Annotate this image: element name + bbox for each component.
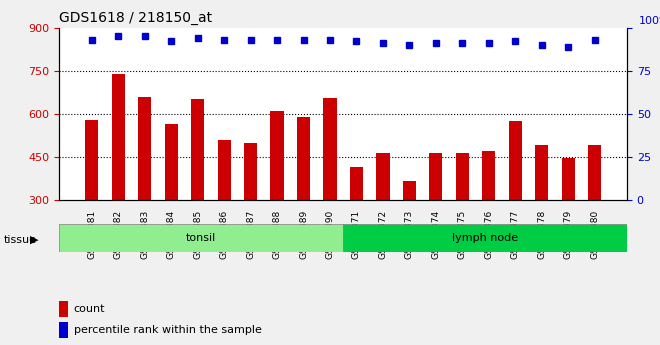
Text: 100%: 100% bbox=[638, 16, 660, 26]
Text: tonsil: tonsil bbox=[186, 233, 216, 243]
Bar bbox=[535, 146, 548, 286]
Text: ▶: ▶ bbox=[30, 235, 38, 245]
Text: tissue: tissue bbox=[3, 235, 36, 245]
Bar bbox=[403, 181, 416, 286]
Bar bbox=[244, 142, 257, 286]
Bar bbox=[323, 98, 337, 286]
Text: count: count bbox=[74, 304, 105, 314]
Bar bbox=[376, 152, 389, 286]
Text: lymph node: lymph node bbox=[452, 233, 518, 243]
Bar bbox=[509, 121, 522, 286]
Bar bbox=[85, 120, 98, 286]
Bar bbox=[297, 117, 310, 286]
Bar bbox=[218, 140, 231, 286]
Text: percentile rank within the sample: percentile rank within the sample bbox=[74, 325, 261, 335]
Bar bbox=[59, 301, 68, 317]
Bar bbox=[191, 99, 205, 286]
Bar bbox=[455, 152, 469, 286]
Bar bbox=[482, 151, 496, 286]
Bar bbox=[138, 97, 151, 286]
FancyBboxPatch shape bbox=[343, 224, 627, 252]
Bar bbox=[164, 124, 178, 286]
Bar bbox=[562, 158, 575, 286]
Bar bbox=[271, 111, 284, 286]
FancyBboxPatch shape bbox=[59, 224, 343, 252]
Bar bbox=[350, 167, 363, 286]
Bar bbox=[429, 152, 442, 286]
Bar bbox=[588, 146, 601, 286]
Text: GDS1618 / 218150_at: GDS1618 / 218150_at bbox=[59, 11, 213, 25]
Bar bbox=[112, 73, 125, 286]
Bar bbox=[59, 322, 68, 338]
